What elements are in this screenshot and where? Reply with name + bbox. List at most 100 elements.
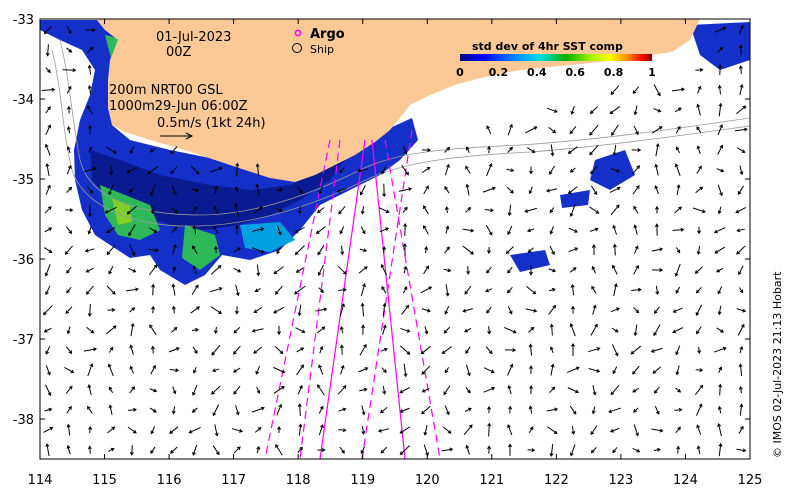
current-vector xyxy=(43,427,53,433)
current-vector xyxy=(485,224,493,236)
current-vector xyxy=(44,327,52,333)
current-vector xyxy=(611,344,619,356)
current-vector-head xyxy=(570,283,575,288)
current-vector-head xyxy=(172,244,177,249)
current-vector xyxy=(546,426,558,434)
current-vector-head xyxy=(717,423,722,427)
current-vector xyxy=(190,165,200,175)
current-vector-head xyxy=(531,149,536,153)
current-vector-head xyxy=(293,290,298,295)
current-vector-head xyxy=(399,389,404,394)
current-vector-head xyxy=(696,145,701,150)
current-vector xyxy=(338,429,346,431)
current-vector-head xyxy=(298,423,303,428)
current-vector-head xyxy=(699,384,704,389)
current-vector-head xyxy=(719,192,723,197)
current-vector xyxy=(189,426,201,434)
current-vector xyxy=(67,146,71,154)
current-vector xyxy=(381,367,387,373)
current-vector xyxy=(256,446,260,454)
current-vector-head xyxy=(47,206,52,210)
current-vector xyxy=(150,147,156,153)
current-vector-head xyxy=(320,424,324,429)
current-vector-head xyxy=(152,364,156,369)
current-vector xyxy=(717,124,723,136)
current-vector-head xyxy=(550,152,555,157)
current-vector xyxy=(484,209,494,211)
current-vector-head xyxy=(485,288,489,293)
current-vector-head xyxy=(153,264,158,269)
current-vector xyxy=(695,369,703,371)
current-vector xyxy=(337,265,347,275)
current-vector xyxy=(589,144,599,156)
current-vector xyxy=(443,268,451,272)
current-vector-head xyxy=(68,350,73,355)
current-vector xyxy=(550,346,554,354)
current-vector-head xyxy=(571,343,575,347)
current-vector-head xyxy=(594,227,599,232)
current-vector xyxy=(423,444,429,456)
current-vector xyxy=(170,446,178,454)
current-vector xyxy=(546,408,558,412)
current-vector xyxy=(46,163,50,177)
current-vector xyxy=(525,207,537,213)
current-vector xyxy=(655,185,659,195)
credit-label: © IMOS 02-Jul-2023 21:13 Hobart xyxy=(771,271,784,458)
x-tick-label: 122 xyxy=(544,473,569,488)
current-vector-head xyxy=(195,188,200,193)
current-vector xyxy=(633,246,639,254)
current-vector xyxy=(464,407,472,413)
current-vector xyxy=(737,324,745,336)
current-vector-head xyxy=(87,64,92,69)
current-vector xyxy=(549,207,555,213)
current-vector xyxy=(651,428,663,432)
current-vector xyxy=(67,445,71,455)
current-vector xyxy=(273,386,285,394)
current-vector-head xyxy=(444,185,448,190)
current-vector xyxy=(89,446,91,454)
colorbar-tick-label: 0.2 xyxy=(489,66,509,79)
current-vector-head xyxy=(487,445,492,450)
current-vector xyxy=(398,188,412,192)
current-vector xyxy=(423,185,429,195)
current-vector xyxy=(382,386,386,394)
current-vector-head xyxy=(72,68,77,73)
current-vector-head xyxy=(569,213,574,218)
current-vector-head xyxy=(659,428,664,433)
current-vector xyxy=(360,446,366,454)
current-vector xyxy=(89,426,91,434)
current-vector xyxy=(65,386,73,394)
current-vector-head xyxy=(256,272,261,277)
current-vector-head xyxy=(636,165,640,169)
current-vector-head xyxy=(467,407,472,412)
current-vector-head xyxy=(675,289,680,294)
current-vector-head xyxy=(465,165,469,170)
current-vector xyxy=(676,365,680,375)
current-vector xyxy=(152,206,154,214)
current-vector xyxy=(129,366,135,374)
current-vector xyxy=(423,225,429,235)
current-vector xyxy=(740,65,742,75)
current-vector xyxy=(717,184,723,196)
current-vector xyxy=(215,326,217,334)
current-vector xyxy=(632,447,640,453)
current-vector-head xyxy=(403,373,408,378)
current-vector-head xyxy=(717,84,722,89)
current-vector-head xyxy=(172,266,177,271)
y-tick-label: -38 xyxy=(13,413,34,428)
current-vector-head xyxy=(301,329,306,334)
current-vector xyxy=(105,206,117,214)
current-vector-head xyxy=(549,230,554,235)
current-vector-head xyxy=(405,171,409,176)
current-vector xyxy=(528,247,534,253)
current-vector-head xyxy=(698,165,702,170)
current-vector xyxy=(697,104,701,116)
current-vector-head xyxy=(360,450,365,455)
current-vector xyxy=(610,85,620,95)
current-vector xyxy=(718,406,722,414)
current-vector xyxy=(465,166,471,174)
current-vector-head xyxy=(470,250,474,255)
current-vector-head xyxy=(364,367,369,371)
current-vector xyxy=(276,404,282,416)
current-vector-head xyxy=(315,230,320,235)
